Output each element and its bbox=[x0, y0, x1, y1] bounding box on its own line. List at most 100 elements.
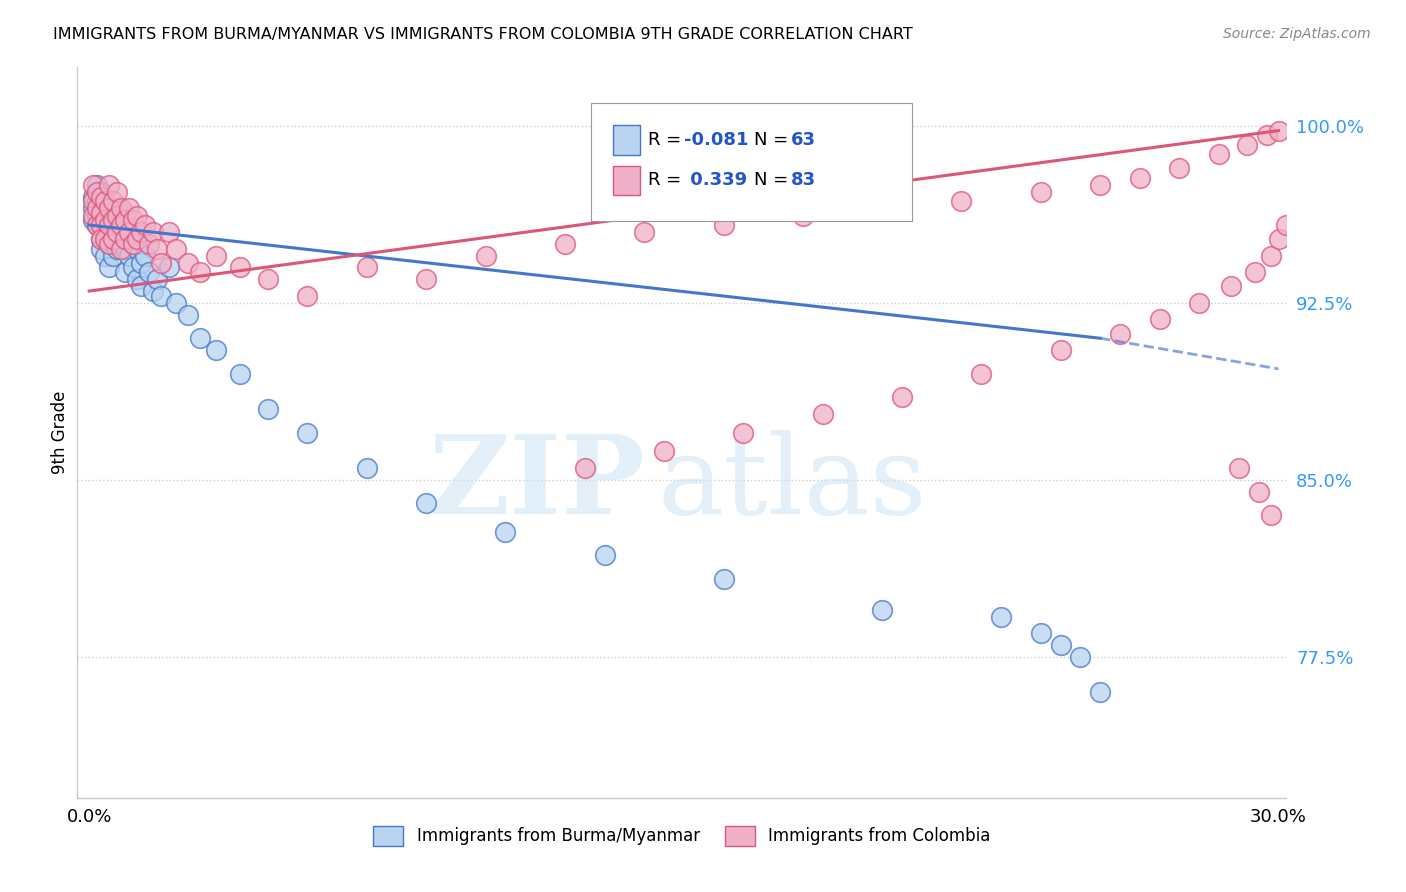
Point bbox=[229, 260, 252, 275]
Point bbox=[105, 209, 128, 223]
Point bbox=[82, 189, 104, 203]
Point bbox=[118, 225, 141, 239]
Point bbox=[1168, 161, 1191, 176]
Point bbox=[1029, 185, 1052, 199]
Point bbox=[94, 249, 117, 263]
Point bbox=[652, 444, 675, 458]
Point bbox=[98, 218, 121, 232]
Point bbox=[129, 279, 152, 293]
Text: R =: R = bbox=[648, 171, 688, 189]
Point bbox=[1267, 123, 1289, 137]
Point bbox=[1129, 170, 1152, 185]
Point bbox=[105, 202, 128, 216]
Point bbox=[792, 209, 814, 223]
Text: N =: N = bbox=[755, 131, 794, 149]
Point bbox=[90, 242, 112, 256]
Point bbox=[138, 265, 160, 279]
Point bbox=[149, 289, 172, 303]
Point bbox=[142, 284, 165, 298]
Point bbox=[118, 249, 141, 263]
Point bbox=[90, 189, 112, 203]
Point bbox=[157, 260, 180, 275]
Point bbox=[188, 265, 211, 279]
Point bbox=[177, 256, 200, 270]
Point bbox=[86, 218, 108, 232]
Point bbox=[495, 524, 517, 539]
Text: Source: ZipAtlas.com: Source: ZipAtlas.com bbox=[1223, 27, 1371, 41]
Point bbox=[474, 249, 496, 263]
Point bbox=[1256, 128, 1278, 143]
Point bbox=[121, 260, 143, 275]
Point bbox=[125, 242, 148, 256]
Point bbox=[142, 225, 165, 239]
Point bbox=[633, 225, 655, 239]
Point bbox=[110, 242, 132, 256]
Point bbox=[256, 402, 278, 417]
Point bbox=[1267, 232, 1289, 246]
Point bbox=[970, 367, 993, 381]
Point bbox=[733, 425, 755, 440]
Point bbox=[118, 225, 141, 239]
Point bbox=[105, 218, 128, 232]
Point bbox=[98, 260, 121, 275]
Point bbox=[90, 218, 112, 232]
Point bbox=[105, 225, 128, 239]
Point bbox=[105, 242, 128, 256]
Point bbox=[145, 272, 167, 286]
Point bbox=[86, 202, 108, 216]
Point bbox=[1188, 296, 1211, 310]
Point bbox=[205, 249, 228, 263]
Point bbox=[98, 236, 121, 251]
Point bbox=[165, 242, 187, 256]
Point bbox=[134, 249, 156, 263]
Point bbox=[256, 272, 278, 286]
Point bbox=[98, 218, 121, 232]
Point bbox=[1049, 343, 1071, 357]
Point bbox=[98, 202, 121, 216]
Point bbox=[415, 272, 437, 286]
Text: R =: R = bbox=[648, 131, 688, 149]
Point bbox=[110, 236, 132, 251]
Point bbox=[297, 425, 319, 440]
Point bbox=[593, 549, 616, 563]
Point bbox=[229, 367, 252, 381]
Point bbox=[1029, 626, 1052, 640]
Point bbox=[94, 213, 117, 227]
Point bbox=[94, 225, 117, 239]
Text: -0.081: -0.081 bbox=[685, 131, 749, 149]
Point bbox=[114, 242, 136, 256]
Point bbox=[82, 209, 104, 223]
Point bbox=[90, 185, 112, 199]
Point bbox=[101, 194, 124, 209]
Legend: Immigrants from Burma/Myanmar, Immigrants from Colombia: Immigrants from Burma/Myanmar, Immigrant… bbox=[367, 820, 997, 852]
Point bbox=[90, 232, 112, 246]
Point bbox=[1260, 249, 1282, 263]
Point bbox=[1275, 218, 1298, 232]
Point bbox=[1243, 265, 1265, 279]
Point bbox=[125, 209, 148, 223]
Point bbox=[1109, 326, 1132, 341]
Point bbox=[82, 194, 104, 209]
Point bbox=[415, 496, 437, 510]
FancyBboxPatch shape bbox=[613, 126, 640, 154]
Point bbox=[811, 407, 834, 421]
Point bbox=[1220, 279, 1243, 293]
Point bbox=[297, 289, 319, 303]
Point bbox=[950, 194, 973, 209]
Point bbox=[157, 225, 180, 239]
Point bbox=[86, 178, 108, 192]
Point bbox=[870, 602, 893, 616]
Point bbox=[1049, 638, 1071, 652]
Point bbox=[98, 202, 121, 216]
Point bbox=[90, 232, 112, 246]
Point bbox=[205, 343, 228, 357]
FancyBboxPatch shape bbox=[613, 166, 640, 195]
Y-axis label: 9th Grade: 9th Grade bbox=[51, 391, 69, 475]
Point bbox=[149, 256, 172, 270]
Point bbox=[356, 461, 378, 475]
Point bbox=[1247, 484, 1270, 499]
Point bbox=[86, 218, 108, 232]
Text: N =: N = bbox=[755, 171, 794, 189]
Point bbox=[1260, 508, 1282, 523]
Text: atlas: atlas bbox=[658, 430, 928, 537]
